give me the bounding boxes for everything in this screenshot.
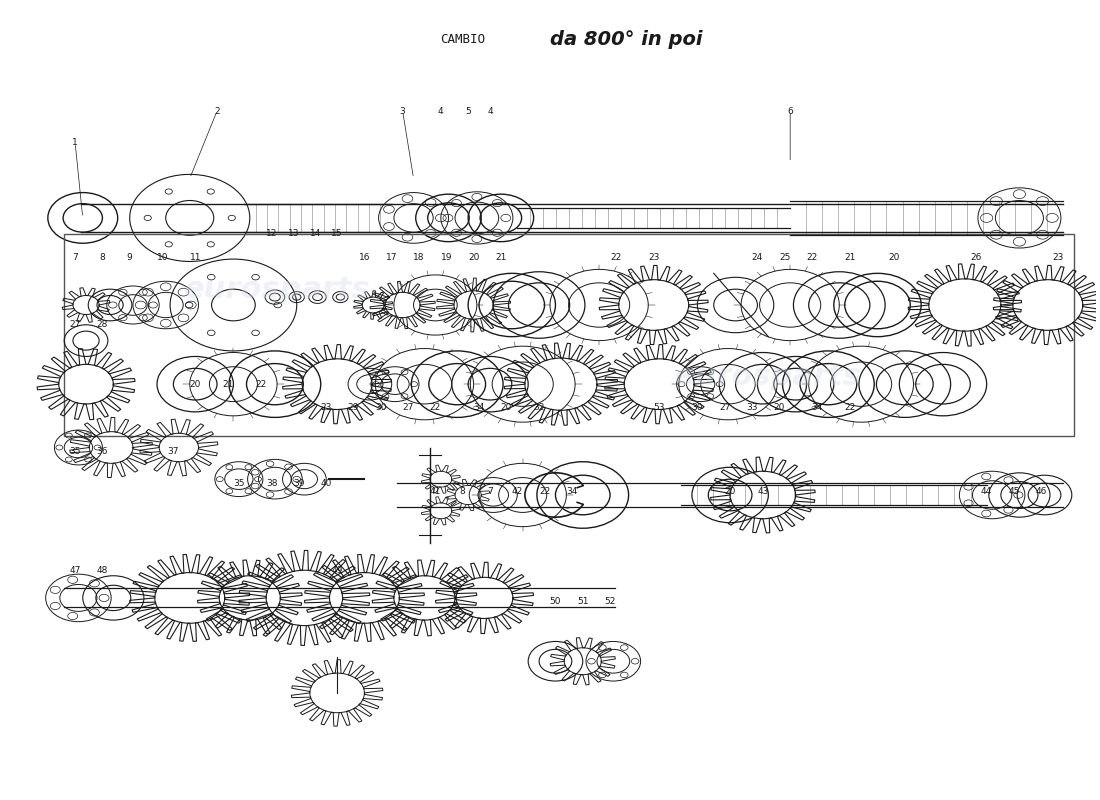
Text: 22: 22 bbox=[255, 380, 266, 389]
Text: 10: 10 bbox=[156, 253, 168, 262]
Text: 49: 49 bbox=[331, 566, 343, 574]
Bar bbox=[64, 234, 1074, 436]
Text: 14: 14 bbox=[309, 230, 321, 238]
Text: 53: 53 bbox=[653, 403, 664, 413]
Text: CAMBIO: CAMBIO bbox=[440, 34, 485, 46]
Text: 34: 34 bbox=[473, 403, 485, 413]
Text: 27: 27 bbox=[403, 403, 414, 413]
Text: 24: 24 bbox=[751, 253, 763, 262]
Text: 33: 33 bbox=[746, 403, 758, 413]
Text: 20: 20 bbox=[725, 486, 736, 495]
Text: 25: 25 bbox=[779, 253, 791, 262]
Text: 39: 39 bbox=[294, 478, 305, 488]
Text: 50: 50 bbox=[550, 598, 561, 606]
Text: 51: 51 bbox=[578, 598, 588, 606]
Text: 44: 44 bbox=[981, 486, 992, 495]
Text: 7: 7 bbox=[487, 486, 493, 495]
Text: eurosparts: eurosparts bbox=[184, 274, 371, 304]
Text: 27: 27 bbox=[69, 320, 80, 330]
Text: 6: 6 bbox=[788, 106, 793, 115]
Text: 43: 43 bbox=[757, 486, 769, 495]
Text: 37: 37 bbox=[167, 447, 179, 456]
Text: 21: 21 bbox=[495, 253, 507, 262]
Text: 5: 5 bbox=[465, 106, 471, 115]
Text: 13: 13 bbox=[288, 230, 299, 238]
Text: 21: 21 bbox=[845, 253, 856, 262]
Text: 30: 30 bbox=[375, 403, 386, 413]
Text: 4: 4 bbox=[487, 106, 493, 115]
Text: 9: 9 bbox=[126, 253, 133, 262]
Text: eurosparts: eurosparts bbox=[675, 362, 861, 390]
Text: 29: 29 bbox=[348, 403, 360, 413]
Text: 46: 46 bbox=[1035, 486, 1047, 495]
Text: 20: 20 bbox=[500, 403, 512, 413]
Text: 22: 22 bbox=[430, 403, 441, 413]
Text: 41: 41 bbox=[430, 486, 441, 495]
Text: 3: 3 bbox=[399, 106, 406, 115]
Text: 20: 20 bbox=[888, 253, 900, 262]
Text: 23: 23 bbox=[648, 253, 659, 262]
Text: 35: 35 bbox=[69, 447, 81, 456]
Text: 20: 20 bbox=[468, 253, 480, 262]
Text: 27: 27 bbox=[719, 403, 730, 413]
Text: 28: 28 bbox=[97, 320, 108, 330]
Text: 17: 17 bbox=[386, 253, 397, 262]
Text: 15: 15 bbox=[331, 230, 343, 238]
Text: 22: 22 bbox=[806, 253, 817, 262]
Text: 20: 20 bbox=[189, 380, 201, 389]
Text: 45: 45 bbox=[1009, 486, 1020, 495]
Text: 7: 7 bbox=[73, 253, 78, 262]
Text: 22: 22 bbox=[539, 486, 550, 495]
Text: da 800° in poi: da 800° in poi bbox=[550, 30, 703, 50]
Text: 52: 52 bbox=[604, 598, 616, 606]
Text: 8: 8 bbox=[99, 253, 106, 262]
Text: 47: 47 bbox=[69, 566, 80, 574]
Text: 16: 16 bbox=[359, 253, 371, 262]
Text: 32: 32 bbox=[534, 403, 544, 413]
Text: 1: 1 bbox=[73, 138, 78, 147]
Text: 34: 34 bbox=[566, 486, 578, 495]
Text: 22: 22 bbox=[845, 403, 856, 413]
Text: 38: 38 bbox=[266, 478, 277, 488]
Text: 12: 12 bbox=[266, 230, 277, 238]
Text: 4: 4 bbox=[438, 106, 443, 115]
Text: 34: 34 bbox=[812, 403, 823, 413]
Text: 23: 23 bbox=[1052, 253, 1064, 262]
Text: 19: 19 bbox=[440, 253, 452, 262]
Text: 8: 8 bbox=[460, 486, 465, 495]
Text: 18: 18 bbox=[414, 253, 425, 262]
Text: 30: 30 bbox=[692, 403, 703, 413]
Text: 42: 42 bbox=[512, 486, 522, 495]
Text: 23: 23 bbox=[320, 403, 332, 413]
Text: 22: 22 bbox=[609, 253, 622, 262]
Text: 2: 2 bbox=[214, 106, 220, 115]
Text: 21: 21 bbox=[222, 380, 233, 389]
Text: 11: 11 bbox=[189, 253, 201, 262]
Text: 36: 36 bbox=[97, 447, 108, 456]
Text: 26: 26 bbox=[970, 253, 981, 262]
Text: 35: 35 bbox=[233, 478, 244, 488]
Text: 48: 48 bbox=[97, 566, 108, 574]
Text: 40: 40 bbox=[320, 478, 332, 488]
Text: 20: 20 bbox=[773, 403, 785, 413]
